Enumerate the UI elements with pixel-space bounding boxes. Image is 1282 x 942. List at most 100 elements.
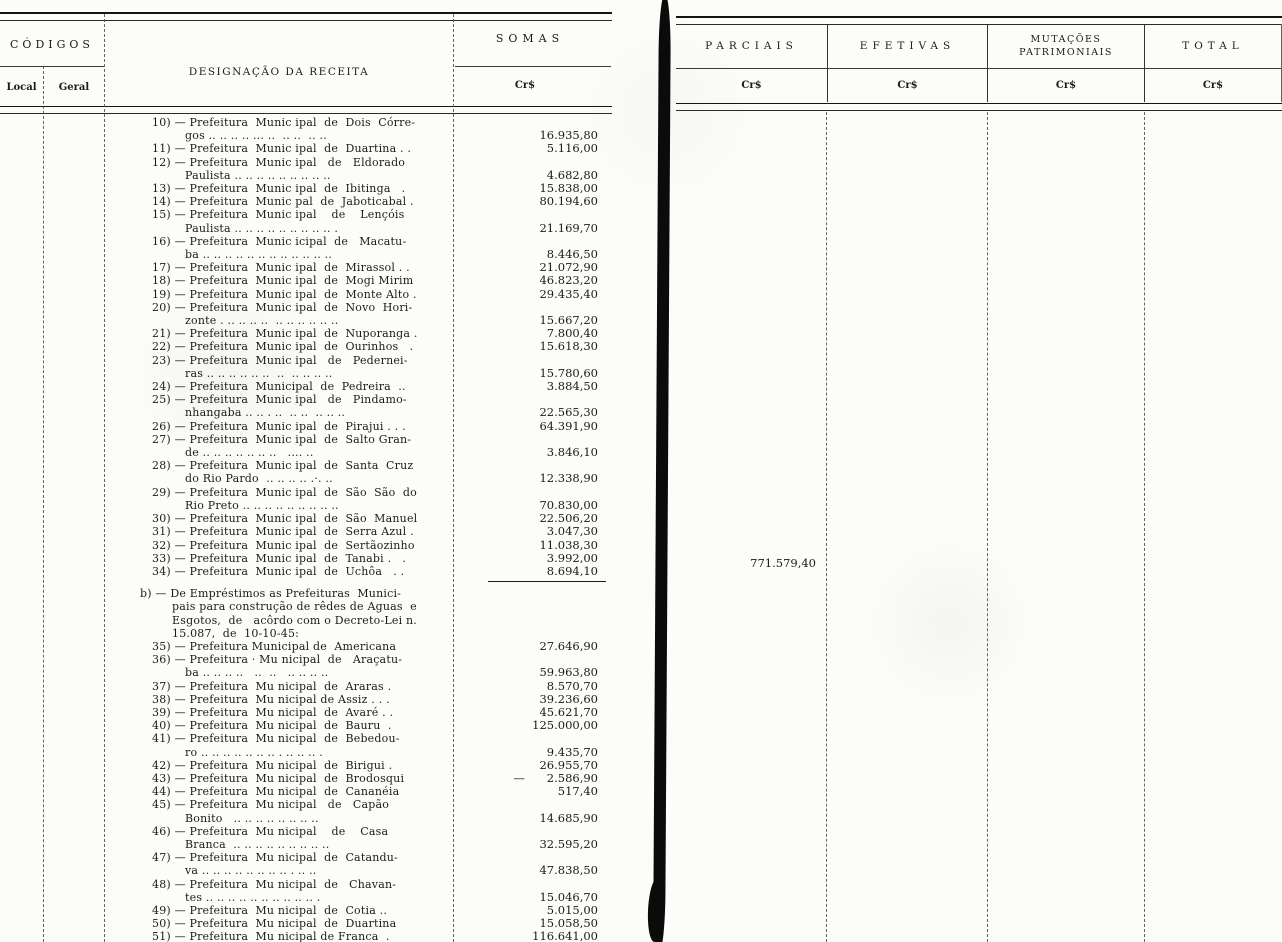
column-title-text: PARCIAIS	[705, 40, 798, 52]
left-page-body: 10) — Prefeitura Munic ipal de Dois Córr…	[0, 116, 612, 942]
ledger-row: 11) — Prefeitura Munic ipal de Duartina …	[0, 141, 612, 156]
entry-text: 40) — Prefeitura Mu nicipal de Bauru .	[105, 719, 452, 732]
entry-text: 21) — Prefeitura Munic ipal de Nuporanga…	[105, 327, 452, 340]
entry-line: 23) — Prefeitura Munic ipal de Pedernei-	[152, 353, 408, 367]
entry-amount: 32.595,20	[539, 836, 598, 851]
right-header-bottom-rule	[676, 103, 1282, 111]
book-gutter	[653, 0, 671, 942]
entry-text: 42) — Prefeitura Mu nicipal de Birigui .	[105, 759, 452, 772]
ledger-row: 26) — Prefeitura Munic ipal de Pirajui .…	[0, 419, 612, 433]
entry-line-continuation: ba .. .. .. .. .. .. .. .. .. ..	[185, 666, 329, 680]
entry-line: 16) — Prefeitura Munic icipal de Macatu-	[152, 234, 407, 248]
entry-text: 22) — Prefeitura Munic ipal de Ourinhos …	[105, 340, 452, 353]
entry-text: 43) — Prefeitura Mu nicipal de Brodosqui	[105, 772, 452, 785]
entry-amount: 46.823,20	[539, 273, 598, 288]
ledger-row: 30) — Prefeitura Munic ipal de São Manue…	[0, 511, 612, 526]
entry-amount: 45.621,70	[539, 704, 598, 719]
entry-amount: 3.992,00	[546, 550, 598, 565]
entry-text: 28) — Prefeitura Munic ipal de Santa Cru…	[105, 459, 452, 485]
entry-line-continuation: Bonito .. .. .. .. .. .. .. ..	[185, 811, 319, 825]
entry-line: 34) — Prefeitura Munic ipal de Uchôa . .	[152, 564, 405, 578]
entry-line-continuation: nhangaba .. .. . .. .. .. .. .. ..	[185, 406, 346, 420]
entry-amount: 39.236,60	[539, 691, 598, 706]
ledger-row: 46) — Prefeitura Mu nicipal de Casa Branc…	[0, 825, 612, 851]
entry-text: 51) — Prefeitura Mu nicipal de Franca .	[105, 930, 452, 942]
entry-line: 47) — Prefeitura Mu nicipal de Catandu-	[152, 851, 398, 865]
entry-text: 13) — Prefeitura Munic ipal de Ibitinga …	[105, 182, 452, 195]
entry-amount: 116.641,00	[532, 929, 598, 942]
entry-text: 23) — Prefeitura Munic ipal de Pedernei-…	[105, 354, 452, 380]
entry-amount: 21.072,90	[539, 260, 598, 275]
entry-line: 40) — Prefeitura Mu nicipal de Bauru .	[152, 719, 392, 733]
entry-amount: 5.116,00	[546, 141, 598, 156]
ledger-row: 51) — Prefeitura Mu nicipal de Franca . 1…	[0, 930, 612, 942]
entry-amount: 27.646,90	[539, 638, 598, 653]
entry-amount: 29.435,40	[539, 286, 598, 301]
column-title-text: MUTAÇÕES	[1030, 34, 1102, 45]
column-currency-label: Cr$	[1055, 80, 1077, 91]
entry-amount: 47.838,50	[539, 863, 598, 878]
entry-amount: 8.570,70	[546, 678, 598, 693]
entry-text: 24) — Prefeitura Municipal de Pedreira .…	[105, 380, 452, 393]
entry-text: 29) — Prefeitura Munic ipal de São São d…	[105, 486, 452, 512]
entry-line: 11) — Prefeitura Munic ipal de Duartina …	[152, 142, 412, 156]
ledger-row: 42) — Prefeitura Mu nicipal de Birigui .…	[0, 758, 612, 772]
column-title: PARCIAIS	[676, 24, 827, 69]
entry-line-continuation: gos .. .. .. .. ... .. .. .. .. ..	[185, 129, 327, 143]
entry-line-continuation: zonte . .. .. .. .. .. .. .. .. .. ..	[185, 314, 339, 328]
entry-line: 17) — Prefeitura Munic ipal de Mirassol …	[152, 261, 410, 275]
entry-line-continuation: Paulista .. .. .. .. .. .. .. .. ..	[185, 168, 331, 182]
ledger-row: 36) — Prefeitura · Mu nicipal de Araçatu…	[0, 653, 612, 679]
ledger-row: 15) — Prefeitura Munic ipal de Lençóis Pa…	[0, 208, 612, 234]
column-currency-label: Cr$	[897, 80, 918, 91]
entry-line: 25) — Prefeitura Munic ipal de Pindamo-	[152, 393, 407, 407]
ledger-row: 24) — Prefeitura Municipal de Pedreira .…	[0, 379, 612, 393]
designacao-somas-divider-line	[453, 14, 454, 942]
entry-text: 18) — Prefeitura Munic ipal de Mogi Miri…	[105, 274, 452, 287]
value-parciais: 771.579,40	[750, 556, 816, 570]
column-title: TOTAL	[1145, 24, 1281, 69]
section-heading-row: b) — De Empréstimos as Prefeituras Munic…	[0, 587, 612, 640]
right-column-efetivas: EFETIVAS Cr$	[828, 24, 988, 102]
ledger-row: 19) — Prefeitura Munic ipal de Monte Alt…	[0, 286, 612, 301]
ledger-row: 48) — Prefeitura Mu nicipal de Chavan-te…	[0, 878, 612, 904]
entry-amount: 14.685,90	[539, 810, 598, 825]
ledger-row: 12) — Prefeitura Munic ipal de Eldorado P…	[0, 156, 612, 182]
entry-amount: 5.015,00	[546, 902, 598, 917]
entry-text: 50) — Prefeitura Mu nicipal de Duartina	[105, 917, 452, 930]
entry-text: 47) — Prefeitura Mu nicipal de Catandu-v…	[105, 851, 452, 877]
codigos-geral-header: Geral	[58, 82, 90, 93]
entry-amount: 7.800,40	[546, 326, 598, 341]
entry-line: 20) — Prefeitura Munic ipal de Novo Hori…	[152, 300, 413, 314]
entry-line: 42) — Prefeitura Mu nicipal de Birigui .	[152, 758, 393, 772]
entry-amount: 12.338,90	[539, 471, 598, 486]
entry-line-continuation: va .. .. .. .. .. .. .. .. . .. ..	[185, 864, 317, 878]
ledger-row: 13) — Prefeitura Munic ipal de Ibitinga …	[0, 181, 612, 195]
entry-line: 36) — Prefeitura · Mu nicipal de Araçatu…	[152, 653, 403, 667]
column-subtitle-text: PATRIMONIAIS	[1019, 47, 1113, 58]
entry-text: 33) — Prefeitura Munic ipal de Tanabi . …	[105, 552, 452, 565]
entry-text: 41) — Prefeitura Mu nicipal de Bebedou-r…	[105, 732, 452, 758]
entry-line: 28) — Prefeitura Munic ipal de Santa Cru…	[152, 459, 414, 473]
codigos-local-header: Local	[6, 82, 37, 93]
parciais-efetivas-divider-line	[826, 112, 827, 942]
entry-text: b) — De Empréstimos as Prefeituras Munic…	[105, 587, 452, 640]
entry-text: 46) — Prefeitura Mu nicipal de Casa Branc…	[105, 825, 452, 851]
entry-line: 43) — Prefeitura Mu nicipal de Brodosqui	[152, 771, 405, 785]
entry-line-continuation: pais para construção de rêdes de Aguas e	[172, 600, 417, 614]
right-column-parciais: PARCIAIS Cr$	[676, 24, 828, 102]
entry-text: 14) — Prefeitura Munic pal de Jaboticaba…	[105, 195, 452, 208]
entry-amount: 15.667,20	[539, 313, 598, 328]
entry-line-continuation: do Rio Pardo .. .. .. .. .·. ..	[185, 472, 333, 486]
amount-sum-rule	[488, 581, 606, 583]
entry-amount: 9.435,70	[546, 744, 598, 759]
entry-line-continuation: tes .. .. .. .. .. .. .. .. .. .. .	[185, 890, 325, 904]
entry-amount: 22.506,20	[539, 511, 598, 526]
entry-amount: 80.194,60	[539, 194, 598, 209]
entry-amount: 21.169,70	[539, 220, 598, 235]
entry-text: 27) — Prefeitura Munic ipal de Salto Gra…	[105, 433, 452, 459]
entry-text: 31) — Prefeitura Munic ipal de Serra Azu…	[105, 525, 452, 538]
codigos-header: CÓDIGOS	[10, 38, 94, 51]
entry-line-continuation: Branca .. .. .. .. .. .. .. .. ..	[185, 837, 330, 851]
entry-text: 48) — Prefeitura Mu nicipal de Chavan-te…	[105, 878, 452, 904]
